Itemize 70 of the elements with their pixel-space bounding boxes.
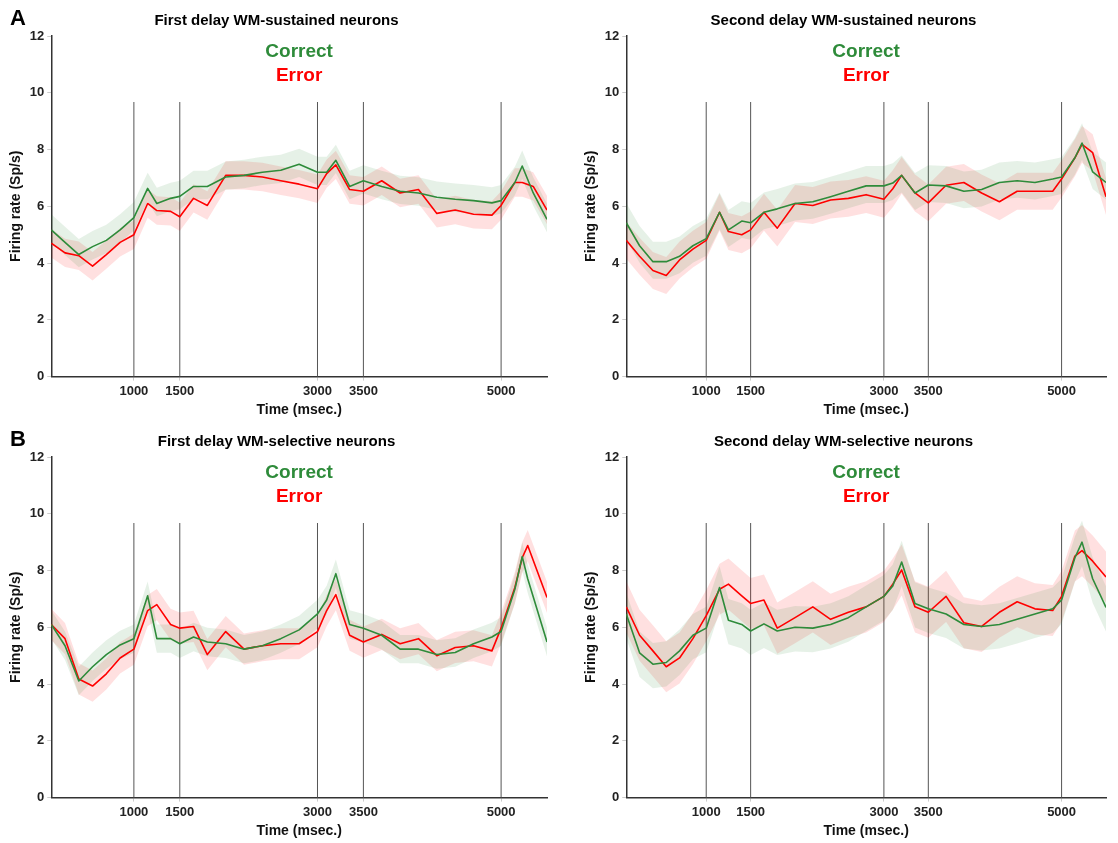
y-tick-label: 8 — [612, 141, 620, 157]
y-tick-label: 2 — [612, 732, 620, 748]
x-tick-label: 5000 — [1047, 382, 1077, 398]
x-tick-label: 3500 — [913, 803, 943, 819]
y-tick-label: 2 — [612, 311, 620, 327]
y-tick-label: 12 — [604, 448, 620, 464]
text: Error — [842, 484, 890, 506]
y-tick-label: 4 — [37, 675, 46, 691]
x-axis-title: Time (msec.) — [823, 822, 909, 839]
y-tick-label: 4 — [612, 675, 621, 691]
text: Error — [275, 484, 323, 506]
y-tick-label: 10 — [29, 505, 45, 521]
x-tick-label: 3000 — [303, 803, 332, 819]
chart-title: First delay WM-selective neurons — [157, 432, 396, 450]
y-tick-label: 8 — [612, 562, 620, 578]
x-tick-label: 1000 — [691, 803, 721, 819]
y-tick-label: 0 — [612, 789, 620, 805]
x-tick-label: 5000 — [1047, 803, 1077, 819]
y-tick-label: 2 — [37, 732, 45, 748]
text: Correct — [265, 460, 334, 482]
y-tick-label: 0 — [37, 789, 45, 805]
x-tick-label: 3500 — [913, 382, 943, 398]
y-tick-label: 6 — [612, 197, 620, 213]
x-tick-label: 1500 — [736, 803, 766, 819]
y-tick-label: 2 — [37, 311, 45, 327]
y-tick-label: 6 — [37, 618, 45, 634]
text: Error — [842, 63, 890, 85]
x-tick-label: 1500 — [165, 803, 195, 819]
x-tick-label: 5000 — [486, 803, 516, 819]
y-axis-title: Firing rate (Sp/s) — [7, 150, 24, 262]
text: Correct — [265, 39, 334, 61]
y-tick-label: 12 — [604, 27, 620, 43]
y-tick-label: 0 — [37, 368, 45, 384]
chart-title: Second delay WM-sustained neurons — [710, 11, 977, 29]
y-tick-label: 0 — [612, 368, 620, 384]
chart-title: Second delay WM-selective neurons — [713, 432, 974, 450]
y-axis-title: Firing rate (Sp/s) — [7, 571, 24, 683]
x-tick-label: 1000 — [119, 382, 149, 398]
y-tick-label: 10 — [29, 84, 45, 100]
text: Correct — [832, 39, 901, 61]
x-axis-title: Time (msec.) — [823, 401, 909, 418]
x-tick-label: 3000 — [303, 382, 332, 398]
y-tick-label: 4 — [37, 254, 46, 270]
y-tick-label: 6 — [37, 197, 45, 213]
x-tick-label: 3000 — [869, 803, 899, 819]
y-tick-label: 8 — [37, 562, 45, 578]
x-tick-label: 1000 — [691, 382, 721, 398]
y-tick-label: 12 — [29, 27, 45, 43]
y-tick-label: 12 — [29, 448, 45, 464]
y-tick-label: 10 — [604, 505, 620, 521]
x-tick-label: 1500 — [165, 382, 195, 398]
x-axis-title: Time (msec.) — [256, 822, 342, 839]
y-axis-title: Firing rate (Sp/s) — [582, 150, 599, 262]
x-tick-label: 3000 — [869, 382, 899, 398]
x-tick-label: 1500 — [736, 382, 766, 398]
text: A — [10, 5, 26, 31]
y-tick-label: 10 — [604, 84, 620, 100]
y-axis-title: Firing rate (Sp/s) — [582, 571, 599, 683]
x-tick-label: 1000 — [119, 803, 149, 819]
x-axis-title: Time (msec.) — [256, 401, 342, 418]
x-tick-label: 3500 — [348, 382, 378, 398]
y-tick-label: 4 — [612, 254, 621, 270]
chart-title: First delay WM-sustained neurons — [154, 11, 399, 29]
text: Correct — [832, 460, 901, 482]
text: Error — [275, 63, 323, 85]
text: B — [10, 426, 26, 452]
y-tick-label: 6 — [612, 618, 620, 634]
x-tick-label: 3500 — [348, 803, 378, 819]
x-tick-label: 5000 — [486, 382, 516, 398]
y-tick-label: 8 — [37, 141, 45, 157]
